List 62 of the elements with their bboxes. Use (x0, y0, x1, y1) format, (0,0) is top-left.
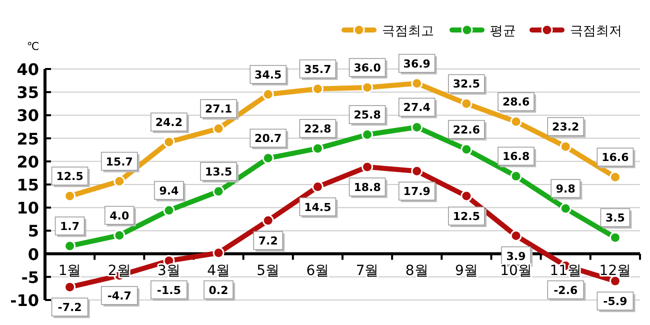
data-label: 27.1 (204, 102, 232, 116)
x-tick-label: 5월 (256, 262, 280, 279)
data-label: -1.5 (156, 284, 181, 297)
y-tick-label: 0 (28, 244, 39, 264)
x-tick-label: 11월 (550, 262, 582, 279)
data-label: 9.4 (159, 184, 180, 198)
data-label: 14.5 (304, 200, 332, 214)
legend-label: 평균 (490, 24, 516, 39)
x-tick-label: 3월 (157, 262, 180, 279)
x-tick-label: 4월 (207, 262, 230, 279)
x-tick-label: 10월 (500, 262, 532, 279)
data-label: 34.5 (254, 68, 282, 82)
y-tick-label: -5 (21, 268, 39, 287)
x-tick-label: 7월 (356, 262, 379, 279)
y-tick-label: 25 (16, 129, 39, 148)
y-tick-label: 10 (16, 198, 39, 218)
legend-label: 극점최고 (382, 24, 434, 39)
data-label: 36.0 (354, 61, 382, 74)
data-label: 15.7 (106, 155, 133, 168)
data-label: 7.2 (258, 234, 278, 248)
data-label: -7.2 (58, 301, 82, 314)
data-label: 3.5 (605, 212, 625, 225)
data-label: 20.7 (254, 132, 282, 146)
data-label: 4.0 (110, 209, 130, 222)
y-tick-label: 5 (28, 222, 39, 241)
x-tick-label: 12월 (599, 262, 632, 279)
data-label: -5.9 (603, 295, 628, 308)
x-tick-label: 8월 (405, 262, 428, 279)
data-label: -4.7 (107, 290, 132, 303)
data-label: 9.8 (556, 182, 576, 196)
legend-label: 극점최저 (570, 24, 622, 39)
y-tick-label: 15 (16, 176, 39, 194)
y-tick-label: 40 (16, 60, 39, 79)
data-label: 0.2 (208, 284, 228, 297)
data-label: 22.8 (304, 122, 332, 136)
data-label: 3.9 (506, 250, 526, 263)
y-tick-label: -10 (10, 291, 39, 310)
data-label: 18.8 (354, 180, 381, 194)
data-label: 35.7 (304, 62, 332, 76)
data-label: 36.9 (403, 57, 430, 70)
data-label: 27.4 (403, 101, 431, 114)
x-tick-label: 1월 (58, 262, 82, 279)
data-label: 1.7 (60, 220, 80, 233)
data-label: 16.6 (602, 151, 630, 164)
y-tick-label: 30 (16, 106, 39, 126)
y-tick-label: 20 (16, 152, 39, 172)
data-label: -2.6 (554, 284, 578, 297)
data-label: 12.5 (56, 170, 84, 184)
x-tick-label: 6월 (306, 262, 330, 279)
y-axis-title: ℃ (26, 40, 40, 53)
data-label: 16.8 (502, 150, 530, 164)
data-label: 23.2 (552, 120, 580, 134)
x-tick-label: 9월 (454, 262, 478, 279)
data-label: 32.5 (452, 78, 480, 91)
y-tick-label: 35 (16, 83, 39, 102)
data-label: 13.5 (204, 165, 232, 178)
data-label: 25.8 (354, 108, 381, 122)
data-label: 24.2 (155, 116, 183, 129)
data-label: 22.6 (452, 123, 480, 136)
data-label: 12.5 (452, 210, 480, 224)
data-label: 17.9 (403, 185, 430, 198)
data-label: 28.6 (502, 96, 530, 109)
